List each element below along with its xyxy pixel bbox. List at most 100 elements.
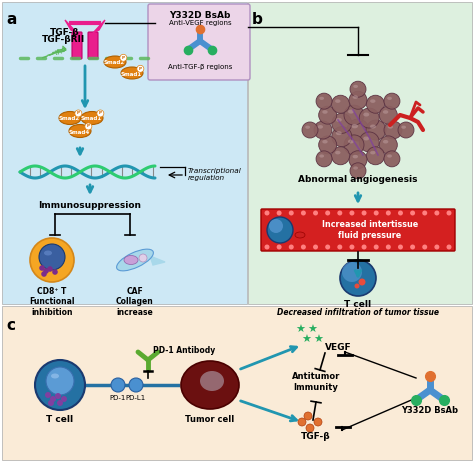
Circle shape [398,244,403,249]
Circle shape [379,106,397,124]
Circle shape [75,110,82,117]
Ellipse shape [387,154,392,158]
Circle shape [410,211,415,215]
Circle shape [120,55,127,61]
Ellipse shape [348,109,354,114]
Circle shape [347,119,369,141]
Circle shape [366,120,386,140]
Circle shape [269,219,283,233]
FancyBboxPatch shape [248,2,472,304]
Circle shape [111,378,125,392]
Circle shape [129,378,143,392]
Circle shape [314,418,322,426]
Ellipse shape [318,125,323,128]
Circle shape [302,122,318,138]
FancyBboxPatch shape [261,209,455,251]
Circle shape [316,93,332,109]
Circle shape [301,244,306,249]
Ellipse shape [51,373,59,378]
Circle shape [50,396,56,402]
Circle shape [277,211,282,215]
Circle shape [139,254,147,262]
Text: ★: ★ [301,335,311,345]
Text: PD-1: PD-1 [110,395,126,401]
Text: Anti-TGF-β regions: Anti-TGF-β regions [168,64,232,70]
Ellipse shape [44,250,52,255]
Circle shape [313,244,318,249]
Circle shape [48,400,54,406]
Circle shape [434,211,439,215]
Text: b: b [252,12,263,27]
Circle shape [447,211,452,215]
Ellipse shape [305,126,310,129]
Circle shape [337,211,342,215]
Circle shape [366,147,384,165]
Ellipse shape [319,97,324,100]
Text: ★: ★ [307,325,317,335]
Text: Antitumor
Immunity: Antitumor Immunity [292,372,340,392]
Ellipse shape [383,110,388,114]
Circle shape [332,127,352,146]
Ellipse shape [388,125,393,128]
Circle shape [410,244,415,249]
Ellipse shape [322,140,328,144]
Circle shape [386,211,391,215]
Circle shape [349,151,367,169]
Ellipse shape [351,124,358,128]
Ellipse shape [121,67,143,79]
Ellipse shape [370,99,375,103]
Ellipse shape [295,232,305,238]
Ellipse shape [59,111,81,124]
Circle shape [379,136,397,154]
Circle shape [39,265,45,271]
FancyBboxPatch shape [2,306,472,460]
Ellipse shape [387,97,392,100]
Text: ★: ★ [295,325,305,335]
Circle shape [277,244,282,249]
Circle shape [332,113,352,134]
FancyBboxPatch shape [72,32,82,59]
Circle shape [384,93,400,109]
Text: Abnormal angiogenesis: Abnormal angiogenesis [298,175,418,184]
Circle shape [55,393,61,399]
Circle shape [337,244,342,249]
Text: VEGF: VEGF [325,342,352,352]
Text: c: c [6,318,15,333]
Ellipse shape [353,95,358,99]
Circle shape [384,151,400,167]
Circle shape [349,91,367,109]
Ellipse shape [335,99,340,103]
Ellipse shape [370,151,375,154]
Text: T cell: T cell [46,415,73,424]
Circle shape [434,244,439,249]
Text: Smad1: Smad1 [120,72,142,77]
Circle shape [304,412,312,420]
Text: PD-L1: PD-L1 [126,395,146,401]
Circle shape [344,105,364,125]
Circle shape [325,211,330,215]
Circle shape [358,279,365,286]
Ellipse shape [353,85,358,88]
Ellipse shape [104,56,126,68]
Text: P: P [139,67,142,71]
Polygon shape [93,20,105,33]
Text: Y332D BsAb: Y332D BsAb [169,11,231,20]
Text: Anti-VEGF regions: Anti-VEGF regions [169,20,231,26]
Circle shape [342,262,362,282]
Text: Decreased infiltration of tumor tissue: Decreased infiltration of tumor tissue [277,308,439,317]
Text: CAF
Collagen
increase: CAF Collagen increase [116,287,154,317]
Text: Smad2: Smad2 [103,61,125,66]
Circle shape [306,424,314,432]
Ellipse shape [69,124,91,138]
Ellipse shape [335,151,340,154]
Circle shape [398,122,414,138]
Text: P: P [99,111,102,116]
Circle shape [41,271,47,277]
Text: Transcriptional
regulation: Transcriptional regulation [188,168,242,181]
Circle shape [331,95,349,113]
Text: Smad4: Smad4 [68,129,90,134]
Circle shape [362,244,366,249]
FancyBboxPatch shape [148,4,250,80]
Text: Smad2: Smad2 [58,116,80,122]
Circle shape [267,217,293,243]
